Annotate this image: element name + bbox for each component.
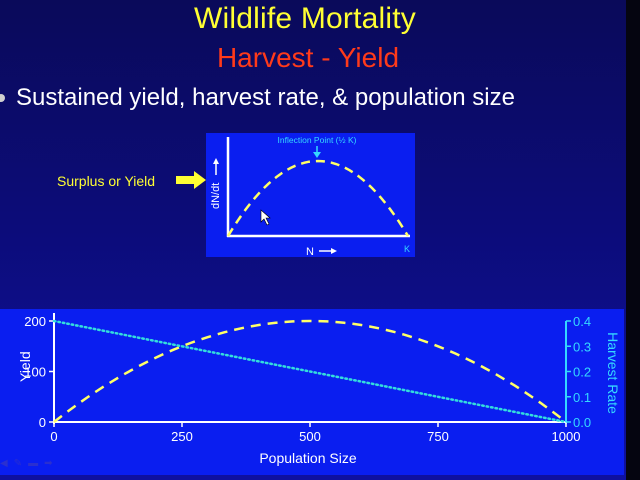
main-x-tick-label: 0 xyxy=(50,429,57,444)
yield-harvest-chart: Yield Population Size Harvest Rate 0 250 5… xyxy=(0,309,624,475)
inset-x-arrow-icon xyxy=(331,248,337,254)
slide-subtitle: Harvest - Yield xyxy=(216,42,400,73)
bullet-text: Sustained yield, harvest rate, & populat… xyxy=(16,84,515,111)
mouse-pointer-icon xyxy=(260,209,271,226)
harvest-rate-series-line xyxy=(52,319,568,424)
slide-title: Wildlife Mortality xyxy=(194,2,416,35)
inset-y-arrow-icon xyxy=(213,158,219,164)
main-y-tick-label: 200 xyxy=(24,314,46,329)
main-x-tick-label: 500 xyxy=(299,429,321,444)
inset-chart-svg: Inflection Point (½ K) dN/dt N K xyxy=(210,135,410,257)
inflection-label: Inflection Point (½ K) xyxy=(278,135,357,145)
main-y-tick-label: 0 xyxy=(39,415,46,430)
main-y2-tick-label: 0.2 xyxy=(573,365,591,380)
main-y2-tick-label: 0.3 xyxy=(573,339,591,354)
surplus-label: Surplus or Yield xyxy=(57,173,156,189)
main-x-tick-label: 250 xyxy=(171,429,193,444)
yield-arrow-icon xyxy=(176,171,206,189)
pen-icon[interactable]: ✎ xyxy=(13,458,29,469)
inset-yield-curve xyxy=(226,159,410,237)
yield-harvest-chart-svg: Yield Population Size Harvest Rate 0 250 5… xyxy=(17,313,621,466)
inflection-arrow-icon xyxy=(313,152,321,158)
main-y2-tick-label: 0.4 xyxy=(573,314,591,329)
main-y-tick-label: 100 xyxy=(24,365,46,380)
main-y2-label: Harvest Rate xyxy=(605,332,621,414)
main-x-label: Population Size xyxy=(259,450,357,466)
slide-nav: ◀✎▬➡ xyxy=(0,458,58,469)
inset-y-label: dN/dt xyxy=(210,183,222,209)
yield-series-line xyxy=(53,319,567,423)
main-y-label: Yield xyxy=(17,351,33,382)
bullet-icon xyxy=(0,94,5,102)
next-icon[interactable]: ➡ xyxy=(44,458,59,469)
inset-chart: Inflection Point (½ K) dN/dt N K xyxy=(206,133,415,257)
menu-icon[interactable]: ▬ xyxy=(28,458,45,469)
main-x-tick-label: 1000 xyxy=(552,429,581,444)
main-y2-tick-label: 0.0 xyxy=(573,415,591,430)
inset-x-label: N xyxy=(306,246,314,257)
main-x-tick-label: 750 xyxy=(427,429,449,444)
main-y2-tick-label: 0.1 xyxy=(573,390,591,405)
screen-edge xyxy=(626,0,640,480)
previous-icon[interactable]: ◀ xyxy=(0,458,14,469)
inset-k-label: K xyxy=(404,244,410,254)
